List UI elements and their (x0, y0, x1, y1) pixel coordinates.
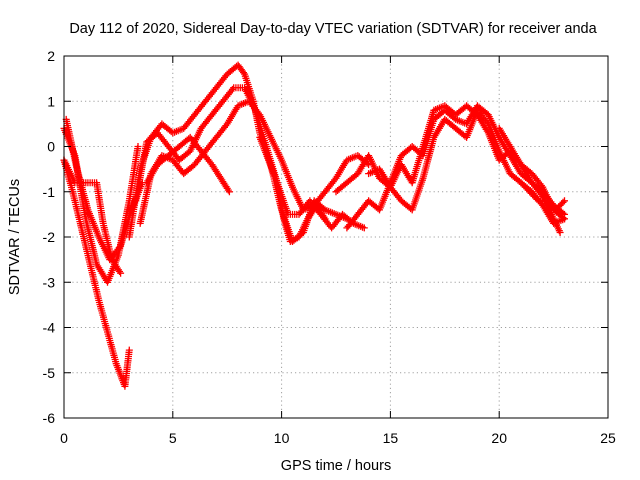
data-marks (60, 61, 568, 390)
x-tick-label: 5 (169, 430, 177, 446)
y-tick-label: 2 (47, 48, 55, 64)
y-tick-label: -4 (43, 320, 56, 336)
x-tick-label: 20 (491, 430, 507, 446)
plus-markers (256, 133, 329, 245)
x-tick-label: 0 (60, 430, 68, 446)
x-tick-label: 25 (600, 430, 616, 446)
x-axis-label: GPS time / hours (281, 458, 391, 474)
series-track-3 (62, 115, 146, 264)
y-tick-label: 0 (47, 139, 55, 155)
y-tick-label: -5 (43, 365, 56, 381)
y-tick-label: -6 (43, 410, 56, 426)
series-track-9 (256, 133, 329, 245)
series-track-8 (143, 133, 233, 196)
x-tick-label: 10 (274, 430, 290, 446)
series-track-14 (517, 179, 568, 214)
y-tick-label: 1 (47, 93, 55, 109)
series-track-7 (136, 97, 373, 227)
grid-layer (64, 56, 608, 418)
plus-markers (62, 115, 146, 264)
plus-markers (517, 179, 568, 214)
y-tick-label: -1 (43, 184, 56, 200)
y-tick-label: -2 (43, 229, 56, 245)
plus-markers (136, 97, 373, 227)
series-track-13 (495, 124, 564, 236)
axes: 0 5 10 15 20 25 -6 -5 -4 -3 -2 -1 0 1 2 (43, 48, 616, 446)
plus-markers (143, 133, 233, 196)
plus-markers (495, 124, 564, 236)
y-axis-label: SDTVAR / TECUs (7, 179, 23, 295)
x-tick-label: 15 (383, 430, 399, 446)
y-tick-label: -3 (43, 274, 56, 290)
chart-title: Day 112 of 2020, Sidereal Day-to-day VTE… (69, 21, 597, 37)
